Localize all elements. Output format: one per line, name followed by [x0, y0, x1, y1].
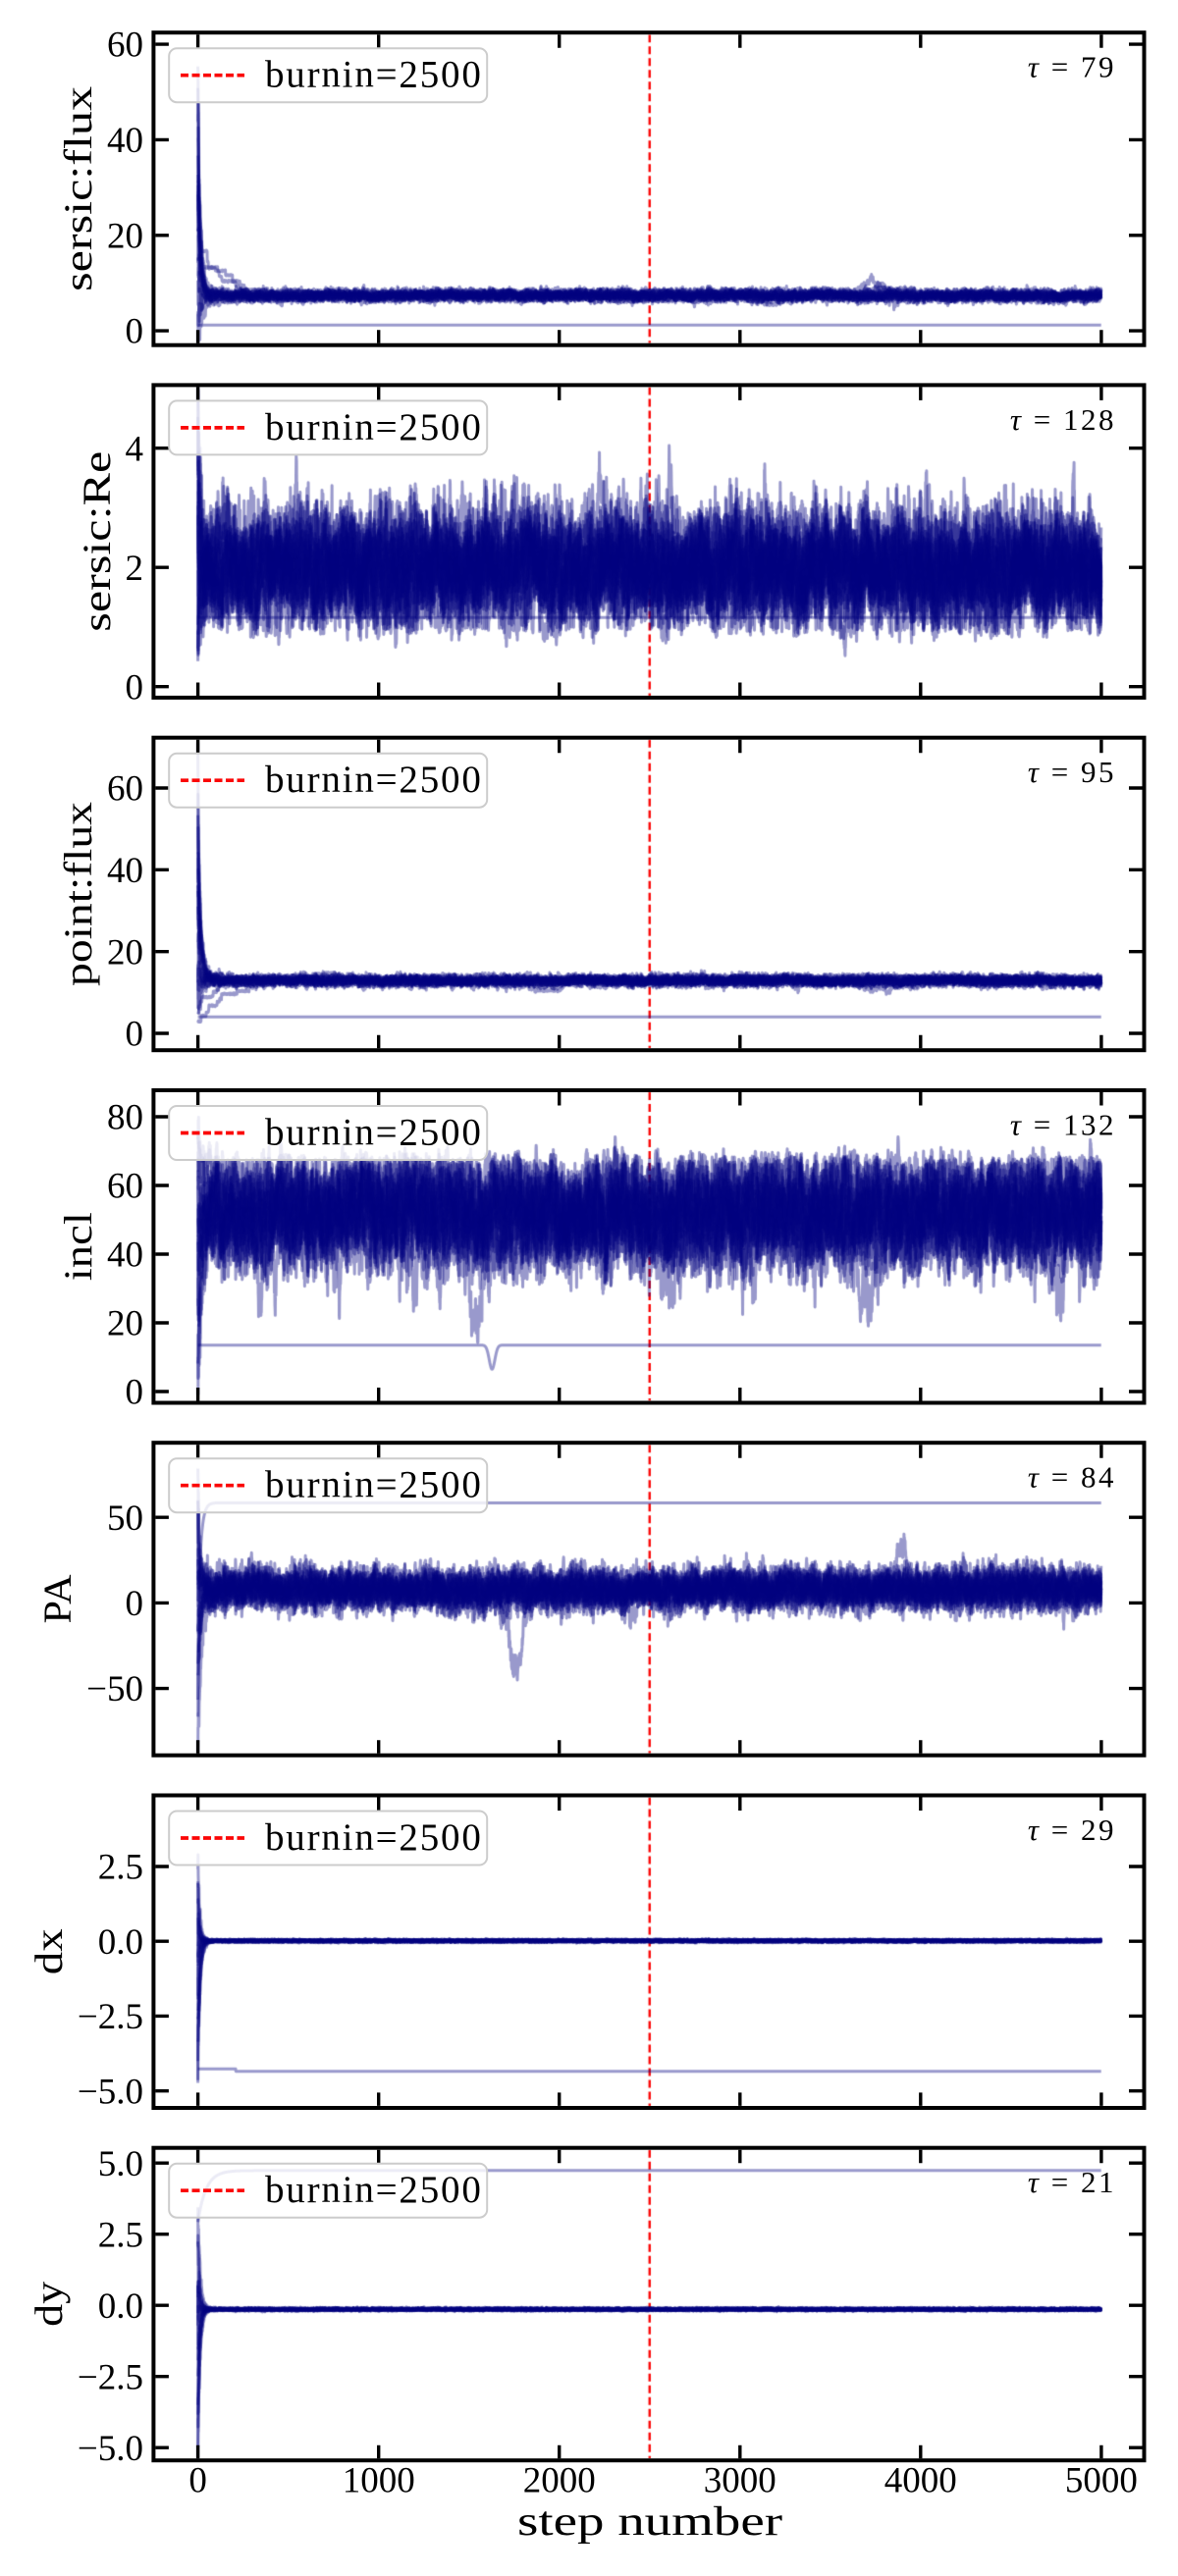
- svg-text:40: 40: [107, 851, 143, 891]
- svg-text:20: 20: [107, 1304, 143, 1344]
- svg-text:burnin=2500: burnin=2500: [265, 1112, 483, 1154]
- svg-text:20: 20: [107, 932, 143, 973]
- svg-text:4: 4: [126, 429, 144, 469]
- svg-text:−2.5: −2.5: [78, 2357, 143, 2397]
- svg-text:incl: incl: [56, 1212, 100, 1281]
- svg-text:0: 0: [126, 1015, 144, 1055]
- svg-text:60: 60: [107, 1167, 143, 1207]
- svg-text:5000: 5000: [1065, 2461, 1138, 2501]
- svg-text:PA: PA: [35, 1574, 80, 1623]
- svg-text:sersic:flux: sersic:flux: [56, 86, 100, 291]
- svg-text:40: 40: [107, 1235, 143, 1276]
- svg-text:0: 0: [126, 312, 144, 352]
- svg-text:2: 2: [126, 549, 144, 589]
- svg-text:20: 20: [107, 216, 143, 256]
- svg-text:burnin=2500: burnin=2500: [265, 1464, 483, 1506]
- svg-text:80: 80: [107, 1098, 143, 1138]
- svg-text:−2.5: −2.5: [78, 1997, 143, 2037]
- svg-text:τ = 29: τ = 29: [1028, 1813, 1116, 1847]
- svg-text:step number: step number: [517, 2499, 782, 2545]
- svg-text:dx: dx: [27, 1928, 71, 1974]
- svg-text:0: 0: [188, 2461, 207, 2501]
- svg-text:burnin=2500: burnin=2500: [265, 54, 483, 96]
- svg-text:2000: 2000: [523, 2461, 596, 2501]
- svg-text:3000: 3000: [704, 2461, 776, 2501]
- svg-text:0.0: 0.0: [98, 2287, 143, 2327]
- svg-text:−50: −50: [86, 1669, 143, 1709]
- svg-text:burnin=2500: burnin=2500: [265, 1816, 483, 1859]
- svg-text:−5.0: −5.0: [78, 2072, 143, 2112]
- svg-text:5.0: 5.0: [98, 2144, 143, 2184]
- svg-text:0: 0: [126, 1584, 144, 1624]
- svg-text:60: 60: [107, 769, 143, 810]
- svg-text:40: 40: [107, 121, 143, 161]
- svg-text:2.5: 2.5: [98, 1848, 143, 1888]
- svg-text:τ = 95: τ = 95: [1028, 755, 1116, 789]
- svg-text:−5.0: −5.0: [78, 2429, 143, 2469]
- svg-text:τ = 132: τ = 132: [1010, 1108, 1116, 1142]
- svg-text:point:flux: point:flux: [56, 802, 100, 986]
- svg-text:0: 0: [126, 1373, 144, 1413]
- svg-text:2.5: 2.5: [98, 2215, 143, 2255]
- svg-text:0: 0: [126, 667, 144, 708]
- svg-text:burnin=2500: burnin=2500: [265, 759, 483, 801]
- svg-text:τ = 21: τ = 21: [1028, 2165, 1116, 2199]
- svg-text:0.0: 0.0: [98, 1922, 143, 1963]
- svg-text:burnin=2500: burnin=2500: [265, 2169, 483, 2211]
- svg-text:60: 60: [107, 26, 143, 66]
- svg-text:τ = 79: τ = 79: [1028, 50, 1116, 84]
- svg-text:sersic:Re: sersic:Re: [75, 451, 119, 632]
- svg-text:4000: 4000: [884, 2461, 957, 2501]
- svg-text:τ = 128: τ = 128: [1010, 402, 1116, 437]
- svg-text:1000: 1000: [343, 2461, 415, 2501]
- svg-text:burnin=2500: burnin=2500: [265, 406, 483, 448]
- svg-text:50: 50: [107, 1498, 143, 1539]
- svg-text:τ = 84: τ = 84: [1028, 1460, 1116, 1495]
- svg-text:dy: dy: [27, 2282, 71, 2327]
